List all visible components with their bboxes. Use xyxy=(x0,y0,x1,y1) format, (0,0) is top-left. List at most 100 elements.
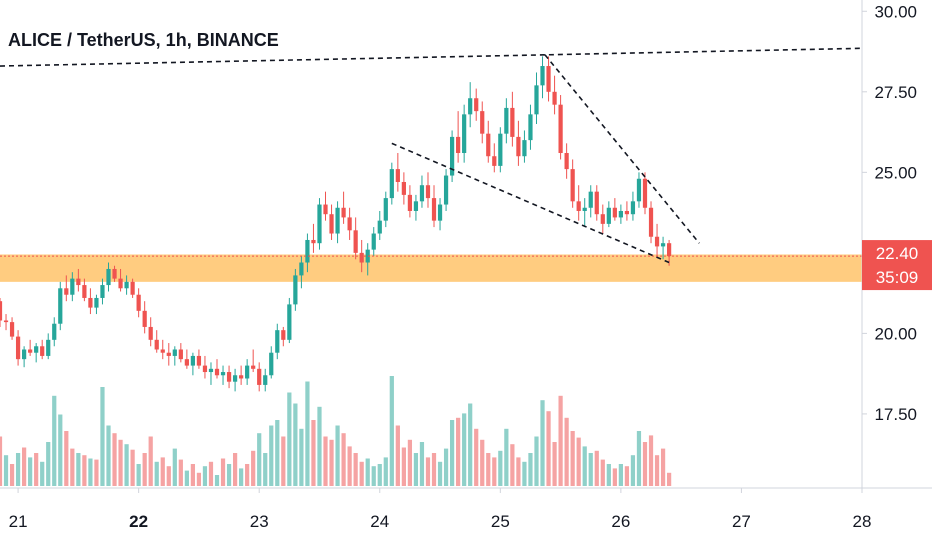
candle-body xyxy=(263,375,268,385)
candle-body xyxy=(130,281,135,295)
volume-bar xyxy=(184,470,189,486)
candle xyxy=(341,191,346,224)
volume-bar xyxy=(528,453,533,486)
y-axis[interactable]: 30.00 27.50 25.00 20.00 17.50 xyxy=(862,2,917,424)
volume-bar xyxy=(94,459,99,486)
candle xyxy=(666,239,672,266)
candle-body xyxy=(64,288,69,295)
candle xyxy=(46,333,51,360)
candle xyxy=(401,172,406,205)
x-axis[interactable]: 21 22 23 24 25 26 27 28 xyxy=(9,488,872,531)
candle-body xyxy=(208,368,214,373)
trendline-resistance xyxy=(0,47,863,67)
x-tick-label: 24 xyxy=(370,512,389,531)
candle xyxy=(437,198,443,231)
candle xyxy=(82,278,87,302)
volume-bar xyxy=(305,381,310,486)
candle-body xyxy=(142,310,147,327)
candle-body xyxy=(534,85,539,115)
candle xyxy=(100,278,105,305)
candle xyxy=(263,368,268,392)
candle xyxy=(299,256,304,289)
volume-bar xyxy=(232,453,238,486)
volume-bar xyxy=(226,464,232,486)
candle-body xyxy=(178,349,183,360)
volume-bar xyxy=(504,428,509,486)
candle-body xyxy=(654,236,660,247)
candle-body xyxy=(239,375,244,379)
volume-bar xyxy=(190,464,196,486)
candle-body xyxy=(395,169,400,182)
candle xyxy=(552,75,557,115)
volume-bar xyxy=(371,466,376,486)
volume-bar xyxy=(636,431,642,486)
candle-body xyxy=(293,275,298,305)
candle xyxy=(389,162,394,205)
volume-bar xyxy=(112,433,117,486)
candle-body xyxy=(269,352,274,376)
candle-body xyxy=(600,214,605,224)
candle-body xyxy=(353,230,358,253)
volume-bar xyxy=(582,446,587,486)
volume-bar xyxy=(546,411,551,486)
volume-bar xyxy=(383,457,388,486)
volume-bar xyxy=(130,449,135,486)
candle xyxy=(540,56,545,99)
volume-bar xyxy=(588,453,593,486)
volume-bar xyxy=(654,455,660,486)
candle xyxy=(546,56,551,102)
candle-body xyxy=(299,262,304,276)
candle-body xyxy=(335,207,340,234)
volume-bar xyxy=(118,439,123,486)
volume-bar xyxy=(648,435,654,486)
volume-bar xyxy=(666,472,672,486)
candle xyxy=(377,210,382,240)
candle-body xyxy=(136,294,141,311)
candle-body xyxy=(22,349,27,360)
candle xyxy=(588,185,593,218)
volume-bar xyxy=(202,466,208,486)
volume-bar xyxy=(22,447,27,486)
candle-body xyxy=(636,178,642,202)
candle-body xyxy=(226,372,232,382)
candle-body xyxy=(474,98,479,112)
candle xyxy=(347,207,352,240)
candle-body xyxy=(323,204,328,215)
candle-body xyxy=(666,243,672,257)
candle-body xyxy=(618,210,623,218)
y-tick-label: 30.00 xyxy=(874,2,917,21)
candle-body xyxy=(642,178,648,208)
x-tick-label: 23 xyxy=(250,512,269,531)
candle-body xyxy=(389,169,394,199)
volume-bar xyxy=(106,425,111,486)
candle-body xyxy=(462,114,467,154)
candle-body xyxy=(154,339,159,350)
volume-bar xyxy=(570,431,575,486)
support-zone xyxy=(0,254,862,282)
candle-body xyxy=(34,346,39,353)
candle xyxy=(269,346,274,379)
volume-bar xyxy=(474,428,479,486)
volume-bar xyxy=(263,453,268,486)
candle xyxy=(208,362,214,385)
candle-body xyxy=(456,136,461,154)
x-tick-label: 22 xyxy=(129,512,148,531)
candle-body xyxy=(232,375,238,382)
volume-bar xyxy=(498,450,503,486)
volume-bar xyxy=(124,444,129,486)
volume-bar xyxy=(660,448,666,486)
volume-bar xyxy=(413,453,419,486)
candle-body xyxy=(275,330,280,353)
volume-bar xyxy=(136,464,141,486)
candle xyxy=(636,172,642,208)
volume-bar xyxy=(540,400,545,486)
candle-body xyxy=(172,349,177,356)
candle-body xyxy=(148,326,153,340)
candle-body xyxy=(317,204,322,244)
candle-body xyxy=(3,320,9,323)
volume-bar xyxy=(462,413,467,486)
volume-bar xyxy=(0,436,3,486)
volume-bar xyxy=(299,428,304,486)
